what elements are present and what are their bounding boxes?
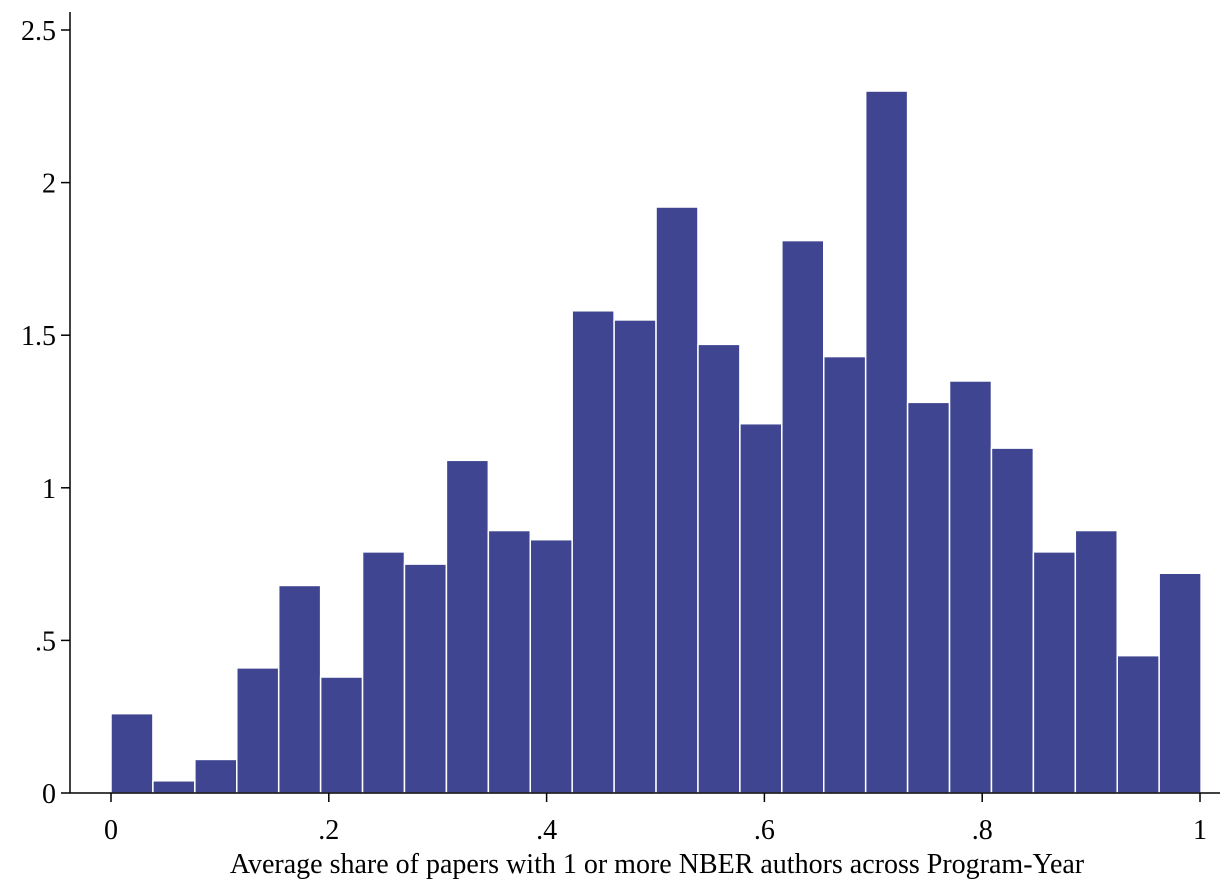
histogram-bar bbox=[823, 355, 867, 794]
y-tick-label: 1.5 bbox=[21, 321, 56, 352]
histogram-bar bbox=[487, 529, 532, 794]
y-tick-label: 0 bbox=[42, 779, 56, 810]
y-tick-label: 2 bbox=[42, 169, 56, 200]
histogram-bar bbox=[445, 459, 490, 794]
histogram-bar bbox=[990, 447, 1035, 794]
histogram-bar bbox=[236, 667, 280, 794]
y-tick-label: .5 bbox=[35, 626, 56, 657]
histogram-bar bbox=[152, 780, 196, 794]
y-axis-ticks: 0 .5 1 1.5 2 2.5 bbox=[21, 16, 70, 810]
histogram-bar bbox=[655, 206, 699, 794]
histogram-bar bbox=[403, 563, 448, 794]
x-tick-label: .2 bbox=[318, 815, 339, 846]
histogram-bar bbox=[1116, 654, 1160, 794]
histogram-bar bbox=[739, 422, 783, 794]
histogram-bar bbox=[194, 758, 238, 794]
histogram-bar bbox=[948, 380, 993, 794]
histogram-bar bbox=[319, 676, 364, 794]
histogram-bar bbox=[864, 90, 909, 794]
histogram-bar bbox=[613, 319, 657, 794]
x-axis-ticks: 0 .2 .4 .6 .8 1 bbox=[104, 793, 1207, 846]
histogram-bar bbox=[277, 584, 322, 794]
histogram-bar bbox=[906, 401, 951, 794]
x-tick-label: 1 bbox=[1193, 815, 1207, 846]
histogram-bar bbox=[571, 310, 615, 794]
histogram-bar bbox=[361, 551, 406, 794]
x-tick-label: 0 bbox=[104, 815, 118, 846]
histogram-bar bbox=[697, 343, 741, 794]
y-tick-label: 2.5 bbox=[21, 16, 56, 47]
y-tick-label: 1 bbox=[42, 474, 56, 505]
histogram-bar bbox=[1032, 551, 1077, 794]
histogram-bar bbox=[529, 538, 573, 794]
histogram-bar bbox=[781, 239, 825, 794]
x-tick-label: .8 bbox=[972, 815, 993, 846]
histogram-bar bbox=[1158, 572, 1202, 794]
histogram-bar bbox=[110, 712, 154, 794]
histogram-bar bbox=[1074, 529, 1118, 794]
bars-layer bbox=[110, 90, 1202, 794]
x-tick-label: .6 bbox=[754, 815, 775, 846]
x-axis-title: Average share of papers with 1 or more N… bbox=[230, 849, 1085, 880]
x-tick-label: .4 bbox=[536, 815, 557, 846]
